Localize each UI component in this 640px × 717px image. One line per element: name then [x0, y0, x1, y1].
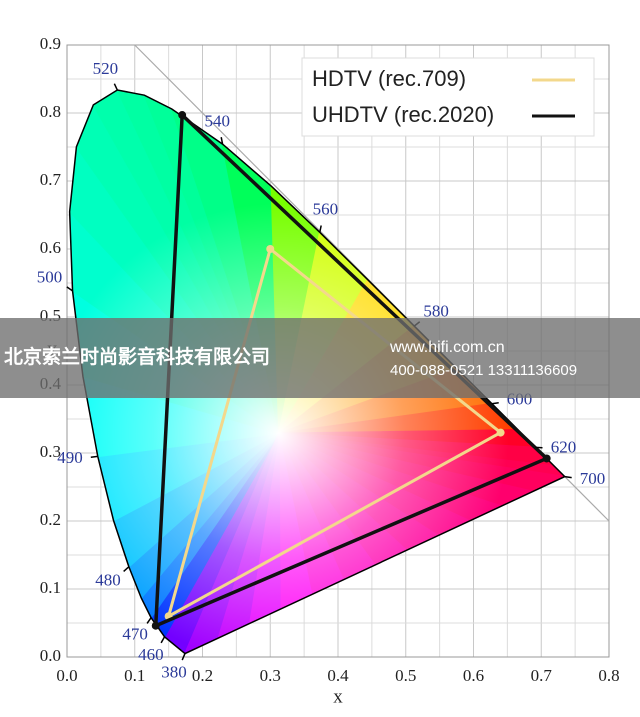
gamut-vertex — [151, 621, 160, 630]
wavelength-tick — [220, 137, 224, 145]
x-tick-label: 0.7 — [531, 666, 553, 685]
gamut-vertex — [496, 428, 505, 437]
wavelength-label: 700 — [580, 469, 606, 488]
x-tick-label: 0.4 — [327, 666, 349, 685]
gamut-vertex — [542, 454, 551, 463]
legend-box — [301, 57, 595, 137]
x-tick-label: 0.1 — [124, 666, 145, 685]
wavelength-label: 490 — [57, 448, 83, 467]
wavelength-tick — [123, 566, 130, 572]
y-tick-label: 0.7 — [40, 170, 62, 189]
x-axis-label: x — [333, 686, 343, 707]
x-tick-label: 0.8 — [598, 666, 619, 685]
wavelength-label: 470 — [122, 625, 148, 644]
watermark-website: www.hifi.com.cn — [389, 339, 505, 356]
gamut-vertex — [266, 245, 275, 253]
wavelength-tick — [66, 286, 73, 292]
y-tick-label: 0.6 — [40, 238, 61, 257]
wavelength-tick — [113, 83, 119, 91]
wavelength-label: 500 — [37, 267, 63, 286]
wavelength-label: 460 — [138, 645, 164, 664]
x-tick-label: 0.2 — [192, 666, 213, 685]
gamut-vertex — [178, 111, 187, 120]
wavelength-tick — [319, 225, 322, 233]
watermark: 北京索兰时尚影音科技有限公司 www.hifi.com.cn 400-088-0… — [0, 318, 640, 398]
watermark-company: 北京索兰时尚影音科技有限公司 — [4, 345, 270, 368]
wavelength-tick — [181, 653, 186, 661]
wavelength-label: 560 — [313, 200, 339, 219]
wavelength-label: 540 — [204, 111, 230, 130]
wavelength-tick — [90, 455, 98, 459]
y-tick-label: 0.3 — [40, 442, 61, 461]
wavelength-label: 380 — [161, 663, 187, 682]
wavelength-tick — [564, 475, 572, 479]
y-tick-label: 0.1 — [40, 578, 61, 597]
wavelength-label: 620 — [551, 437, 577, 456]
x-tick-label: 0.3 — [260, 666, 281, 685]
watermark-band — [0, 318, 640, 398]
x-tick-label: 0.0 — [56, 666, 77, 685]
wavelength-label: 520 — [93, 59, 119, 78]
wavelength-tick — [160, 636, 166, 644]
legend: HDTV (rec.709) UHDTV (rec.2020) — [301, 57, 595, 137]
wavelength-tick — [491, 401, 499, 405]
wavelength-tick — [146, 617, 152, 624]
y-tick-label: 0.8 — [40, 102, 61, 121]
y-tick-label: 0.9 — [40, 34, 61, 53]
watermark-phone: 400-088-0521 13311136609 — [390, 362, 577, 379]
y-tick-label: 0.0 — [40, 646, 61, 665]
wavelength-label: 480 — [95, 570, 121, 589]
wavelength-label: 580 — [423, 301, 449, 320]
x-tick-label: 0.6 — [463, 666, 484, 685]
y-tick-label: 0.2 — [40, 510, 61, 529]
labels: 0.0 0.1 0.2 0.3 0.4 0.5 0.6 0.7 0.8 0.0 0.1 0.2 0.3 0… — [37, 34, 620, 685]
legend-label: UHDTV (rec.2020) — [312, 102, 494, 127]
x-tick-label: 0.5 — [395, 666, 416, 685]
legend-label: HDTV (rec.709) — [312, 66, 466, 91]
